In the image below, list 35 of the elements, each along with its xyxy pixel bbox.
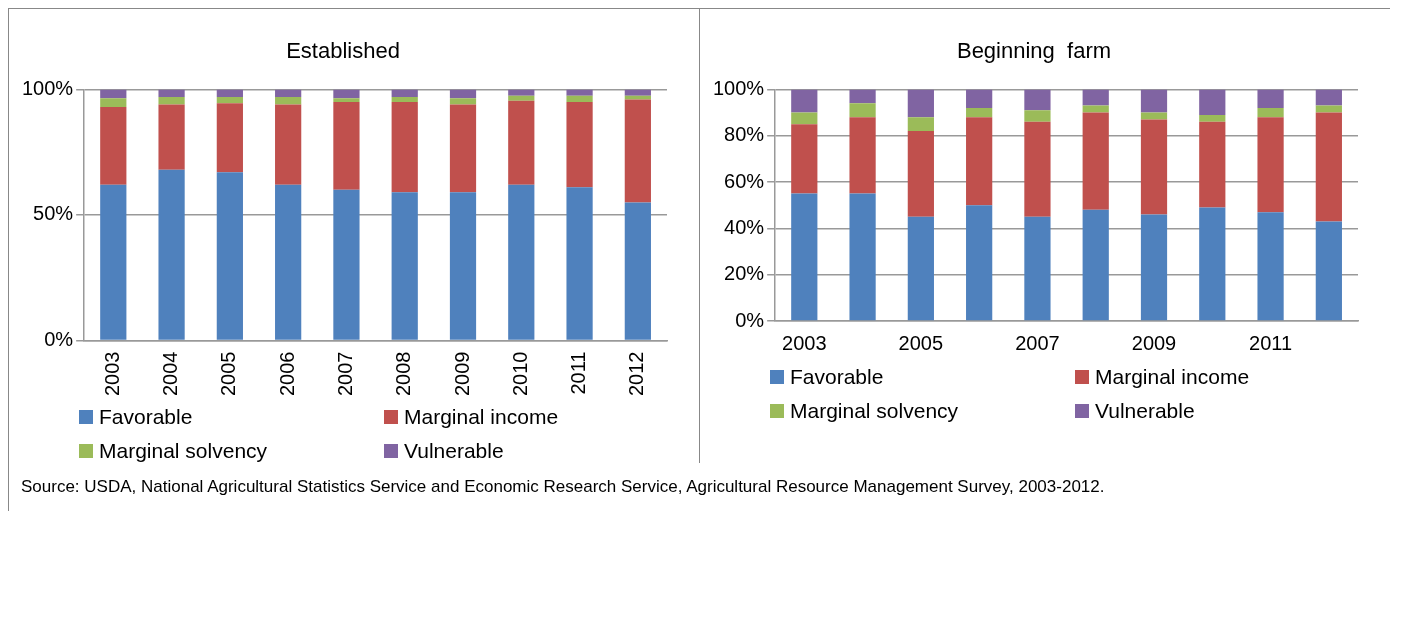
chart-title: Beginning farm <box>956 38 1112 64</box>
legend-label: Favorable <box>790 365 884 389</box>
legend-label: Vulnerable <box>404 439 504 463</box>
legend-label: Marginal income <box>1095 365 1250 389</box>
y-tick-label: 0% <box>735 308 765 331</box>
x-tick-label: 2005 <box>217 351 240 397</box>
x-tick-label: 2003 <box>100 351 123 397</box>
y-tick-label: 80% <box>724 123 765 146</box>
legend-label: Vulnerable <box>1095 399 1195 423</box>
y-tick-label: 100% <box>713 76 765 99</box>
x-tick-label: 2009 <box>1131 331 1177 354</box>
y-tick-label: 40% <box>724 215 765 238</box>
x-tick-label: 2011 <box>567 351 590 395</box>
y-tick-label: 100% <box>22 76 74 99</box>
x-tick-label: 2011 <box>1249 331 1293 354</box>
x-tick-label: 2004 <box>159 351 182 397</box>
x-tick-label: 2007 <box>333 351 356 397</box>
y-tick-label: 0% <box>44 328 74 351</box>
x-tick-label: 2012 <box>625 351 648 397</box>
x-tick-label: 2008 <box>392 351 415 397</box>
x-tick-label: 2009 <box>450 351 473 397</box>
y-tick-label: 60% <box>724 169 765 192</box>
legend-label: Marginal solvency <box>790 399 959 423</box>
source-note: Source: USDA, National Agricultural Statistics Service and Economic Research Service, Agricultural Resource Management Survey, 2003-2012. <box>8 463 1404 511</box>
x-tick-label: 2005 <box>898 331 944 354</box>
legend-label: Marginal income <box>404 405 559 429</box>
y-tick-label: 20% <box>724 262 765 285</box>
x-tick-label: 2007 <box>1015 331 1060 354</box>
legend-label: Favorable <box>99 405 193 429</box>
x-tick-label: 2003 <box>782 331 827 354</box>
legend-label: Marginal solvency <box>99 439 268 463</box>
y-tick-label: 50% <box>33 202 74 225</box>
x-tick-label: 2010 <box>508 351 531 397</box>
x-tick-label: 2006 <box>275 351 298 397</box>
chart-title: Established <box>286 38 400 64</box>
